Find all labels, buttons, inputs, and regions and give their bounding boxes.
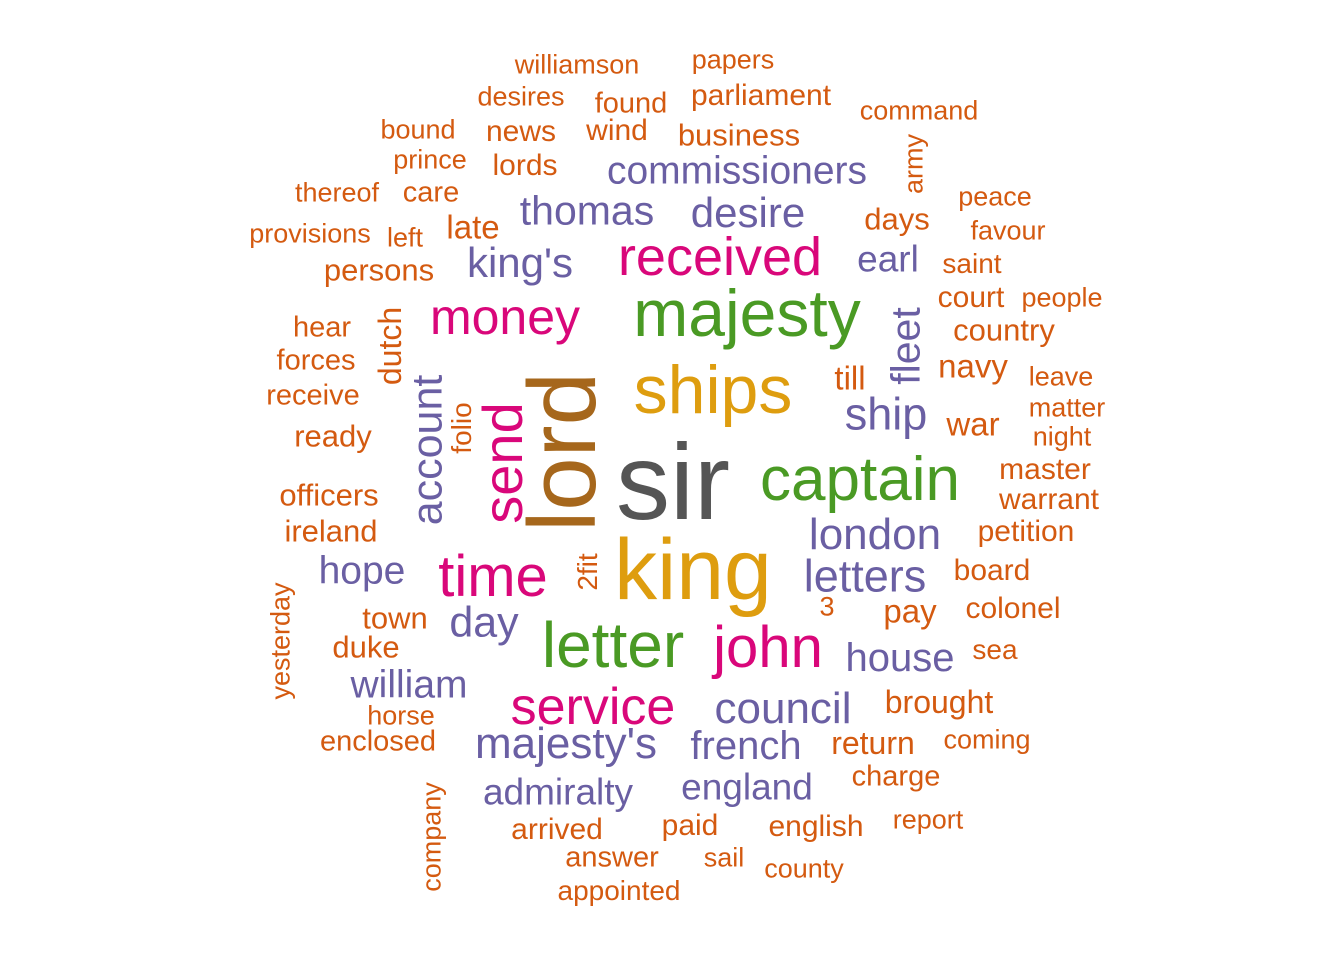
word-council: council xyxy=(714,684,852,733)
word-dutch: dutch xyxy=(372,306,408,386)
word-john: john xyxy=(713,615,823,680)
word-king-s: king's xyxy=(466,239,574,286)
word-answer: answer xyxy=(565,841,659,874)
word-ships: ships xyxy=(633,352,793,428)
word-county: county xyxy=(764,853,844,884)
word-warrant: warrant xyxy=(998,483,1100,516)
word-day: day xyxy=(449,598,519,647)
word-coming: coming xyxy=(943,724,1031,755)
word-captain: captain xyxy=(760,445,960,514)
word-lords: lords xyxy=(492,149,558,182)
word-brought: brought xyxy=(884,684,994,720)
word-french: french xyxy=(690,724,802,768)
word-hear: hear xyxy=(292,311,352,344)
word-night: night xyxy=(1032,421,1092,452)
word-company: company xyxy=(416,782,447,892)
word-master: master xyxy=(999,453,1091,486)
word-petition: petition xyxy=(977,515,1075,548)
word-hope: hope xyxy=(318,549,406,593)
word-2fit: 2fit xyxy=(572,553,603,591)
word-army: army xyxy=(898,134,929,194)
word-war: war xyxy=(946,405,1000,443)
word-court: court xyxy=(937,281,1005,314)
word-command: command xyxy=(859,95,979,126)
word-receive: receive xyxy=(266,379,360,412)
word-charge: charge xyxy=(851,760,941,793)
word-letter: letter xyxy=(541,609,685,681)
word-enclosed: enclosed xyxy=(319,725,437,758)
word-news: news xyxy=(485,115,557,148)
word-desires: desires xyxy=(477,81,565,112)
word-williamson: williamson xyxy=(514,49,640,80)
word-yesterday: yesterday xyxy=(265,582,296,700)
word-thomas: thomas xyxy=(519,187,655,234)
word-matter: matter xyxy=(1028,392,1106,423)
word-report: report xyxy=(892,804,964,835)
word-colonel: colonel xyxy=(965,592,1061,625)
word-england: england xyxy=(681,766,813,808)
word-appointed: appointed xyxy=(557,875,681,906)
word-folio: folio xyxy=(446,402,477,454)
word-bound: bound xyxy=(380,114,456,145)
word-letters: letters xyxy=(803,550,927,602)
word-leave: leave xyxy=(1028,361,1094,392)
word-country: country xyxy=(953,312,1055,348)
word-send: send xyxy=(471,402,534,524)
word-favour: favour xyxy=(970,215,1046,246)
word-majesty: majesty xyxy=(633,276,861,350)
word-earl: earl xyxy=(857,238,919,280)
word-pay: pay xyxy=(883,592,937,630)
word-sea: sea xyxy=(972,634,1018,665)
word-thereof: thereof xyxy=(294,177,380,208)
word-found: found xyxy=(594,87,668,120)
word-commissioners: commissioners xyxy=(606,149,868,193)
word-ready: ready xyxy=(294,418,372,454)
word-admiralty: admiralty xyxy=(482,771,634,813)
word-board: board xyxy=(953,554,1031,587)
word-till: till xyxy=(834,359,866,397)
word-forces: forces xyxy=(276,344,356,377)
word-late: late xyxy=(446,208,500,246)
word-town: town xyxy=(362,600,428,636)
word-return: return xyxy=(831,725,915,761)
word-william: william xyxy=(350,663,468,707)
word-wind: wind xyxy=(586,114,648,147)
word-fleet: fleet xyxy=(882,307,929,385)
word-officers: officers xyxy=(279,477,379,513)
word-parliament: parliament xyxy=(690,79,832,112)
word-horse: horse xyxy=(367,700,435,731)
word-left: left xyxy=(386,222,424,253)
word-provisions: provisions xyxy=(249,218,371,249)
word-3: 3 xyxy=(819,591,835,622)
word-ship: ship xyxy=(844,388,928,440)
word-care: care xyxy=(402,176,460,209)
word-london: london xyxy=(808,510,942,559)
word-arrived: arrived xyxy=(511,813,603,846)
word-majesty-s: majesty's xyxy=(475,719,657,768)
word-service: service xyxy=(510,678,676,736)
word-paid: paid xyxy=(661,809,719,842)
word-business: business xyxy=(677,117,801,153)
word-time: time xyxy=(438,544,548,609)
word-peace: peace xyxy=(958,181,1032,212)
word-papers: papers xyxy=(691,44,775,75)
word-sail: sail xyxy=(703,842,745,873)
word-sir: sir xyxy=(616,421,730,542)
word-saint: saint xyxy=(942,248,1002,279)
word-duke: duke xyxy=(332,629,400,665)
word-english: english xyxy=(768,810,864,843)
word-days: days xyxy=(864,201,930,237)
word-account: account xyxy=(403,374,452,526)
word-king: king xyxy=(614,522,772,618)
word-received: received xyxy=(617,227,823,287)
word-persons: persons xyxy=(323,252,435,288)
word-money: money xyxy=(429,289,581,345)
word-navy: navy xyxy=(938,347,1008,385)
word-house: house xyxy=(845,636,955,680)
word-desire: desire xyxy=(690,189,806,236)
word-prince: prince xyxy=(393,144,467,175)
word-people: people xyxy=(1021,282,1103,313)
word-ireland: ireland xyxy=(284,513,378,549)
